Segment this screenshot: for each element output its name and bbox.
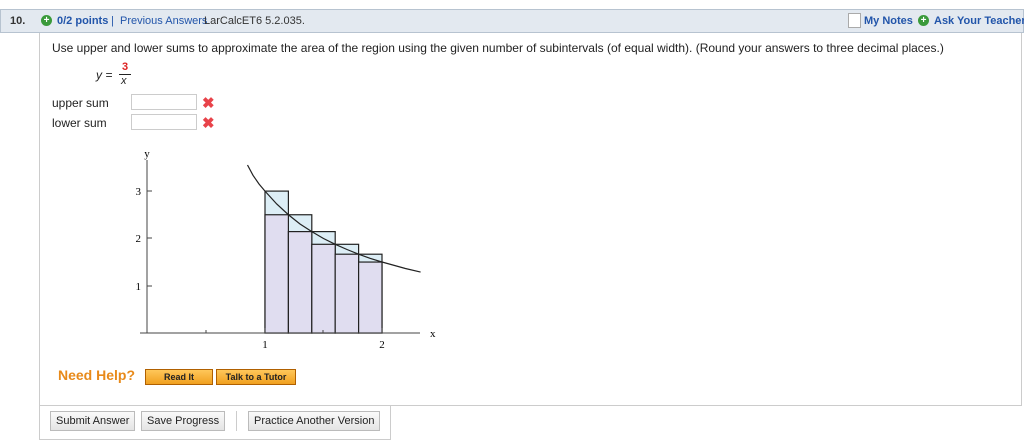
wrong-mark: ✖: [202, 95, 215, 112]
plus-icon: +: [918, 15, 929, 26]
lower-rect: [358, 261, 383, 334]
fraction-bar: [119, 74, 131, 75]
formula-lhs: y =: [96, 68, 113, 82]
points[interactable]: 0/2 points: [57, 15, 109, 27]
upper-sum-input[interactable]: [131, 94, 197, 110]
separator: |: [111, 15, 114, 27]
divider: [236, 411, 237, 431]
submit-button[interactable]: Submit Answer: [50, 411, 136, 431]
question-box: [39, 33, 1022, 406]
my-notes[interactable]: My Notes: [864, 15, 913, 27]
question-number: 10.: [10, 15, 26, 27]
field-label: lower sum: [52, 116, 107, 130]
save-button[interactable]: Save Progress: [141, 411, 226, 431]
ticks: [147, 190, 383, 333]
actions-box: [39, 405, 391, 440]
x-axis-label: x: [430, 328, 436, 340]
practice-button[interactable]: Practice Another Version: [248, 411, 381, 431]
ask-teacher[interactable]: Ask Your Teacher: [934, 15, 1024, 27]
y-tick-label: 3: [136, 186, 142, 198]
lower-rect: [287, 231, 313, 334]
wrong-mark: ✖: [202, 115, 215, 132]
lower-rect: [334, 253, 360, 334]
previous-answers[interactable]: Previous Answers: [120, 15, 208, 27]
field-label: upper sum: [52, 96, 109, 110]
y-axis-label: y: [144, 148, 150, 160]
lower-sum-input[interactable]: [131, 114, 197, 130]
curve: [246, 164, 421, 273]
tutor-button[interactable]: Talk to a Tutor: [216, 369, 296, 385]
formula-numerator: 3: [122, 61, 129, 73]
read-it-button[interactable]: Read It: [145, 369, 213, 385]
lower-rectangles: [264, 214, 383, 334]
question-text: Use upper and lower sums to approximate …: [52, 41, 944, 55]
x-tick-label: 1: [262, 339, 268, 351]
lower-rect: [264, 214, 289, 334]
need-help: Need Help?: [58, 367, 136, 383]
plus-icon: +: [41, 15, 52, 26]
notes-icon: [848, 13, 861, 28]
problem-id: LarCalcET6 5.2.035.: [204, 15, 305, 27]
lower-rect: [311, 243, 336, 334]
y-tick-label: 1: [136, 281, 142, 293]
formula-denominator: x: [121, 75, 127, 87]
x-tick-label: 2: [379, 339, 385, 351]
y-tick-label: 2: [136, 233, 142, 245]
